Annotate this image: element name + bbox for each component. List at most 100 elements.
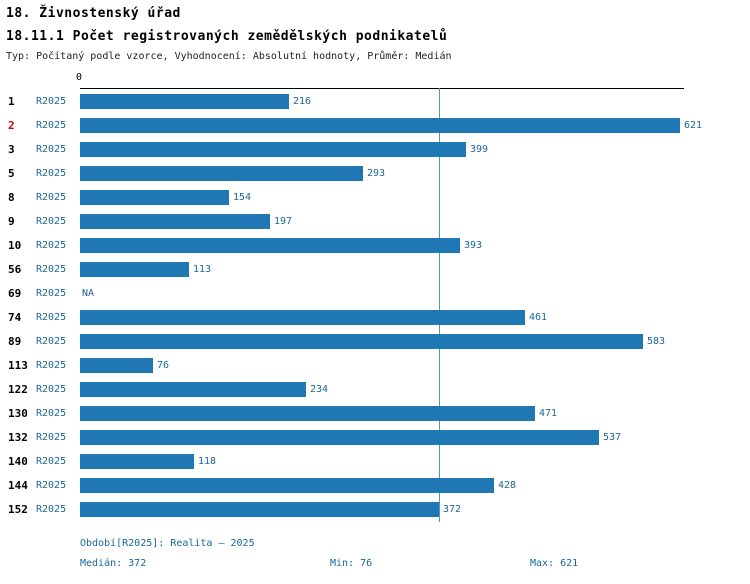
footer-period: Období[R2025]: Realita – 2025: [80, 538, 255, 549]
bar-chart: 0 1 R2025 216 2 R2025 621 3 R2025 399 5 R2025 293 8 R…: [0, 72, 750, 522]
bar: [80, 261, 189, 277]
row-series-label: R2025: [36, 167, 67, 179]
row-series-label: R2025: [36, 359, 67, 371]
footer-max: Max: 621: [530, 558, 579, 569]
row-id: 69: [8, 286, 22, 300]
row-plot-area: 234: [80, 377, 750, 401]
row-plot-area: 471: [80, 401, 750, 425]
row-plot-area: 118: [80, 449, 750, 473]
bar-value: 372: [443, 503, 462, 515]
bar-value: 76: [157, 359, 170, 371]
bar-value: 621: [684, 119, 703, 131]
footer-min: Min: 76: [330, 558, 373, 569]
bar-row: 144 R2025 428: [0, 473, 750, 497]
page-title: 18. Živnostenský úřad: [6, 6, 181, 21]
row-plot-area: 583: [80, 329, 750, 353]
bar-row: 74 R2025 461: [0, 305, 750, 329]
row-series-label: R2025: [36, 383, 67, 395]
row-id: 9: [8, 214, 15, 228]
row-plot-area: 399: [80, 137, 750, 161]
row-id: 8: [8, 190, 15, 204]
bar-value: 537: [603, 431, 622, 443]
bar-value: 113: [193, 263, 212, 275]
row-series-label: R2025: [36, 479, 67, 491]
row-series-label: R2025: [36, 215, 67, 227]
bar-value: 583: [647, 335, 666, 347]
row-id: 5: [8, 166, 15, 180]
bar-row: 2 R2025 621: [0, 113, 750, 137]
row-series-label: R2025: [36, 335, 67, 347]
row-plot-area: 461: [80, 305, 750, 329]
bar: [80, 333, 643, 349]
row-plot-area: 293: [80, 161, 750, 185]
row-series-label: R2025: [36, 431, 67, 443]
bar: [80, 477, 494, 493]
row-plot-area: 428: [80, 473, 750, 497]
row-id: 89: [8, 334, 22, 348]
row-plot-area: 537: [80, 425, 750, 449]
row-series-label: R2025: [36, 143, 67, 155]
bar-row: 8 R2025 154: [0, 185, 750, 209]
row-series-label: R2025: [36, 407, 67, 419]
row-series-label: R2025: [36, 287, 67, 299]
bar: [80, 93, 289, 109]
report-header: 18. Živnostenský úřad 18.11.1 Počet regi…: [0, 0, 750, 62]
row-id: 1: [8, 94, 15, 108]
bar: [80, 141, 466, 157]
axis-top-line: [80, 88, 684, 89]
bar: [80, 189, 229, 205]
row-series-label: R2025: [36, 263, 67, 275]
bar-row: 3 R2025 399: [0, 137, 750, 161]
bar: [80, 237, 460, 253]
bar-rows: 1 R2025 216 2 R2025 621 3 R2025 399 5 R2025 293 8 R20…: [0, 89, 750, 521]
row-plot-area: 197: [80, 209, 750, 233]
bar: [80, 117, 680, 133]
row-id: 122: [8, 382, 28, 396]
row-series-label: R2025: [36, 311, 67, 323]
bar-row: 140 R2025 118: [0, 449, 750, 473]
row-plot-area: 372: [80, 497, 750, 521]
axis-zero-label: 0: [76, 72, 83, 83]
row-id: 3: [8, 142, 15, 156]
bar-row: 69 R2025 NA: [0, 281, 750, 305]
bar-value: 216: [293, 95, 312, 107]
chart-footer: Období[R2025]: Realita – 2025 Medián: 37…: [80, 538, 750, 569]
bar-row: 122 R2025 234: [0, 377, 750, 401]
bar-row: 130 R2025 471: [0, 401, 750, 425]
bar: [80, 309, 525, 325]
row-plot-area: 216: [80, 89, 750, 113]
median-line: [439, 88, 440, 522]
bar-row: 56 R2025 113: [0, 257, 750, 281]
row-series-label: R2025: [36, 239, 67, 251]
bar-row: 113 R2025 76: [0, 353, 750, 377]
bar: [80, 357, 153, 373]
bar: [80, 453, 194, 469]
row-id: 113: [8, 358, 28, 372]
footer-stats: Medián: 372 Min: 76 Max: 621: [80, 558, 750, 569]
row-plot-area: 154: [80, 185, 750, 209]
chart-title: 18.11.1 Počet registrovaných zemědělskýc…: [6, 29, 448, 44]
bar: [80, 381, 306, 397]
bar-value: 197: [274, 215, 293, 227]
row-series-label: R2025: [36, 119, 67, 131]
bar: [80, 213, 270, 229]
row-id: 2: [8, 118, 15, 132]
bar-row: 10 R2025 393: [0, 233, 750, 257]
bar-row: 152 R2025 372: [0, 497, 750, 521]
bar-value: 293: [367, 167, 386, 179]
bar-value: 118: [198, 455, 217, 467]
bar-value: 234: [310, 383, 329, 395]
row-plot-area: 113: [80, 257, 750, 281]
row-id: 140: [8, 454, 28, 468]
row-plot-area: NA: [80, 281, 750, 305]
bar-value: 393: [464, 239, 483, 251]
row-plot-area: 393: [80, 233, 750, 257]
row-id: 132: [8, 430, 28, 444]
bar-value: 399: [470, 143, 489, 155]
bar-row: 89 R2025 583: [0, 329, 750, 353]
bar-value: 428: [498, 479, 517, 491]
row-id: 10: [8, 238, 22, 252]
row-id: 144: [8, 478, 28, 492]
bar-value: 154: [233, 191, 252, 203]
